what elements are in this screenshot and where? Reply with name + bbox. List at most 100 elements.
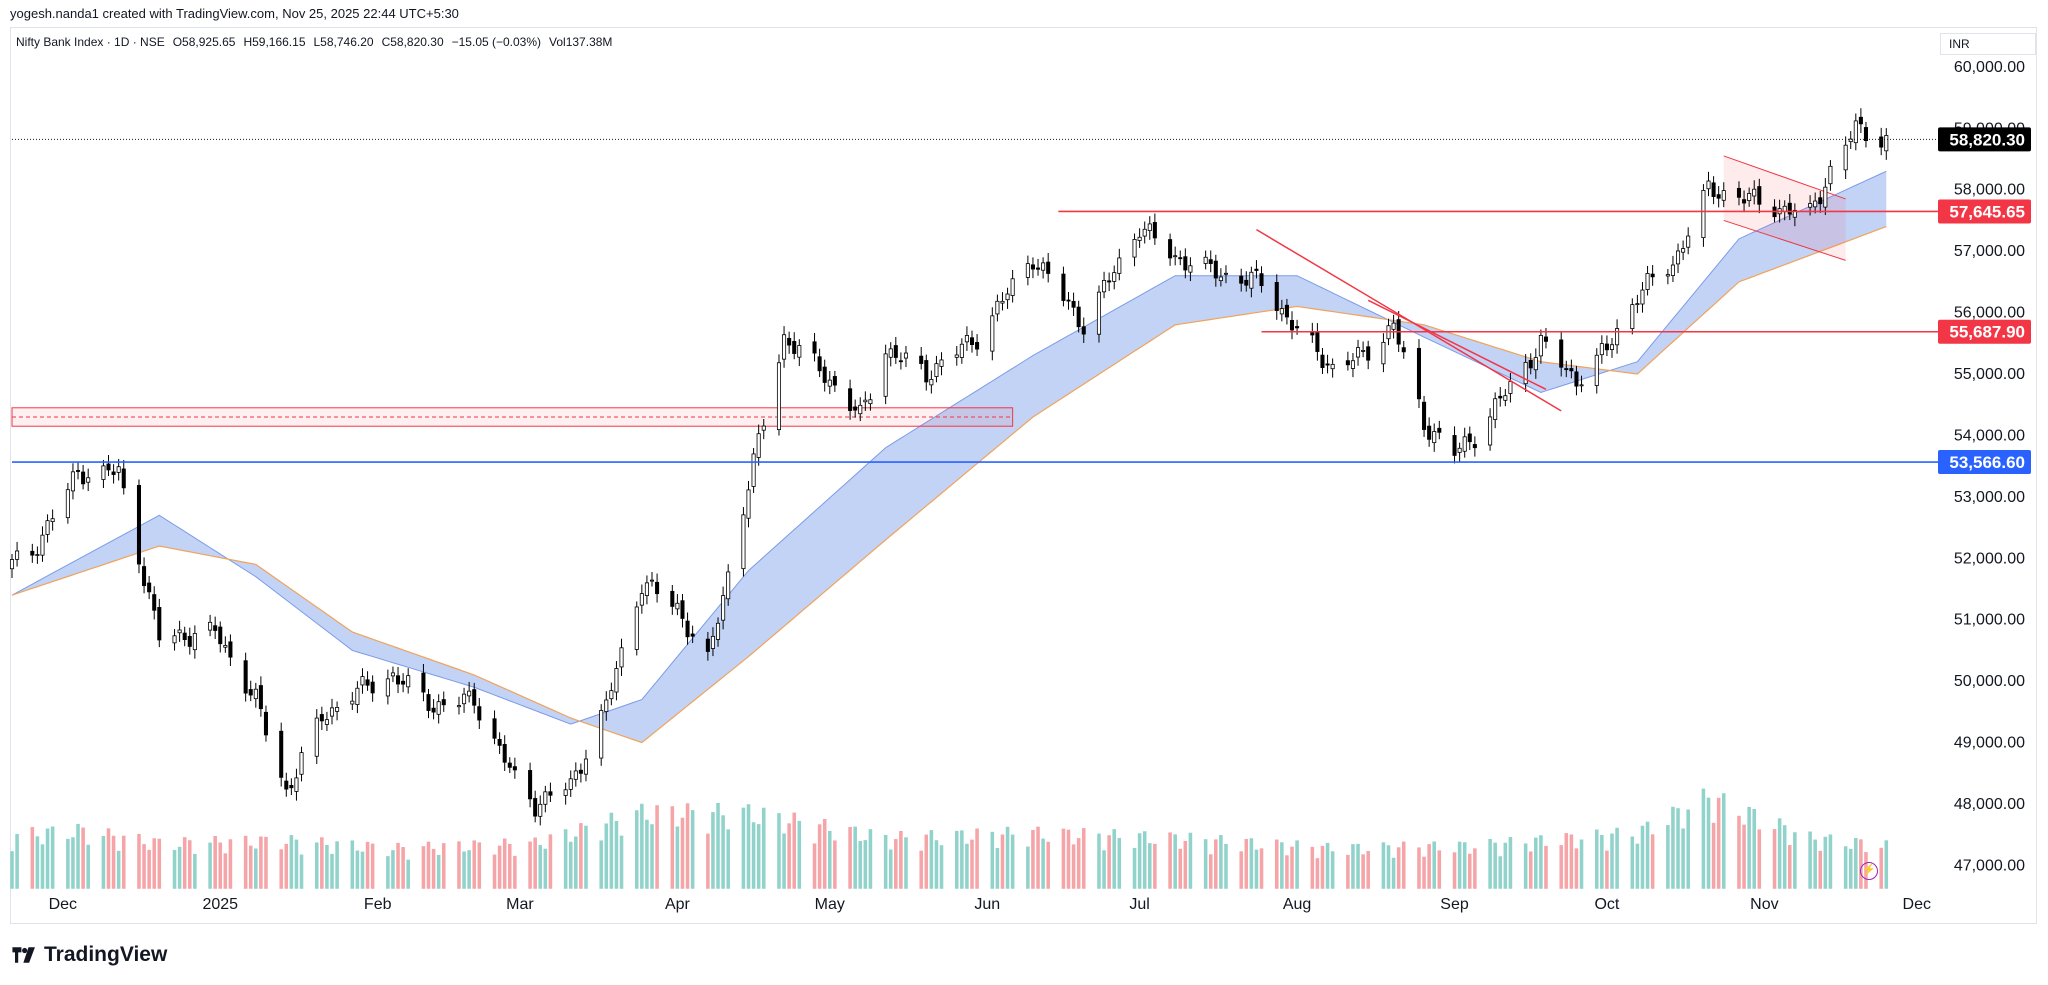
volume-bar (1457, 841, 1462, 889)
candle-body (1858, 116, 1863, 125)
volume-bar (421, 846, 426, 889)
candle-body (639, 593, 644, 606)
candle-body (609, 690, 614, 700)
candle-body (1213, 260, 1218, 279)
candle-body (898, 360, 903, 363)
volume-bar (1188, 832, 1193, 889)
candle-body (1813, 200, 1818, 208)
volume-bar (320, 837, 324, 889)
candle-body (172, 635, 177, 644)
candle-body (893, 345, 898, 358)
volume-bar (1224, 843, 1228, 889)
volume-bar (1097, 833, 1101, 889)
y-tick-label: 52,000.00 (1954, 550, 2025, 567)
candle-body (421, 672, 426, 693)
volume-bar (137, 833, 141, 889)
volume-bar (1214, 839, 1218, 889)
candle-body (670, 590, 675, 607)
volume-bar (1208, 854, 1213, 889)
candle-body (314, 717, 319, 757)
candle-body (827, 379, 832, 387)
candle-body (1036, 267, 1041, 270)
candle-body (1361, 350, 1366, 352)
lightning-icon[interactable]: ⚡ (1860, 862, 1878, 880)
candle-body (467, 690, 472, 697)
volume-bar (1579, 839, 1584, 889)
volume-bar (1427, 844, 1431, 889)
volume-bar (1640, 825, 1645, 889)
volume-bar (568, 841, 573, 889)
flag-lower-line[interactable] (1723, 219, 1846, 261)
volume-bar (929, 830, 934, 889)
symbol-name[interactable]: Nifty Bank Index · 1D · NSE (16, 35, 165, 49)
level-price-badge[interactable] (1938, 319, 2031, 344)
volume-bar (177, 846, 182, 889)
candle-body (1686, 235, 1691, 248)
candle-body (477, 706, 482, 721)
volume-bar (782, 833, 786, 889)
candle-body (1645, 273, 1650, 290)
volume-bar (462, 851, 466, 889)
volume-bar (817, 824, 822, 889)
volume-bar (645, 819, 649, 889)
candle-body (136, 485, 142, 565)
volume-bar (1721, 793, 1726, 889)
currency-selector[interactable]: INR (1940, 33, 2036, 55)
volume-bar (1183, 840, 1188, 889)
candle-body (1574, 371, 1579, 387)
y-tick-label: 50,000.00 (1954, 673, 2025, 690)
volume-bar (1782, 825, 1787, 889)
candle-body (1142, 228, 1147, 237)
level-price-badge[interactable] (1938, 199, 2031, 224)
candle-body (797, 345, 802, 358)
last-price-badge[interactable] (1938, 127, 2031, 152)
candle-body (1132, 239, 1137, 258)
volume-bar (899, 830, 903, 889)
ohlc-open: O58,925.65 (172, 35, 236, 49)
candle-body (284, 780, 289, 790)
y-tick-label: 56,000.00 (1954, 305, 2025, 322)
candle-body (1457, 447, 1462, 453)
volume-bar (1650, 834, 1655, 889)
volume-bar (1823, 836, 1828, 889)
candle-body (299, 752, 304, 775)
candle-body (9, 559, 15, 570)
candle-body (1528, 360, 1533, 369)
tradingview-brand[interactable]: TradingView (10, 943, 167, 967)
candle-body (40, 534, 45, 556)
volume-bar (777, 813, 781, 889)
volume-bar (101, 836, 106, 889)
volume-bar (396, 842, 400, 889)
candle-body (1498, 395, 1503, 399)
volume-bar (756, 824, 761, 889)
volume-bar (467, 850, 471, 889)
volume-bar (1315, 858, 1320, 889)
candle-body (1808, 203, 1813, 208)
volume-bar (792, 812, 796, 889)
candle-body (228, 641, 233, 658)
volume-bar (1005, 826, 1010, 889)
candle-body (15, 550, 20, 560)
y-tick-label: 47,000.00 (1954, 857, 2025, 874)
candle-body (853, 406, 858, 411)
volume-bar (848, 826, 852, 889)
candle-body (1604, 343, 1609, 351)
candle-body (319, 714, 324, 722)
candle-body (182, 632, 187, 640)
trendline[interactable] (1367, 299, 1547, 391)
candle-body (1330, 363, 1335, 370)
level-price-badge[interactable] (1938, 450, 2031, 475)
candle-body (147, 582, 152, 593)
candle-body (1102, 280, 1107, 293)
candle-body (76, 470, 81, 472)
candle-body (431, 707, 436, 713)
candle-body (1635, 303, 1640, 306)
volume-bar (1386, 845, 1391, 889)
volume-bar (1493, 842, 1497, 889)
candle-body (761, 425, 766, 431)
volume-bar (30, 827, 35, 889)
volume-bar (50, 826, 55, 889)
candle-body (157, 607, 162, 641)
volume-bar (670, 806, 675, 889)
